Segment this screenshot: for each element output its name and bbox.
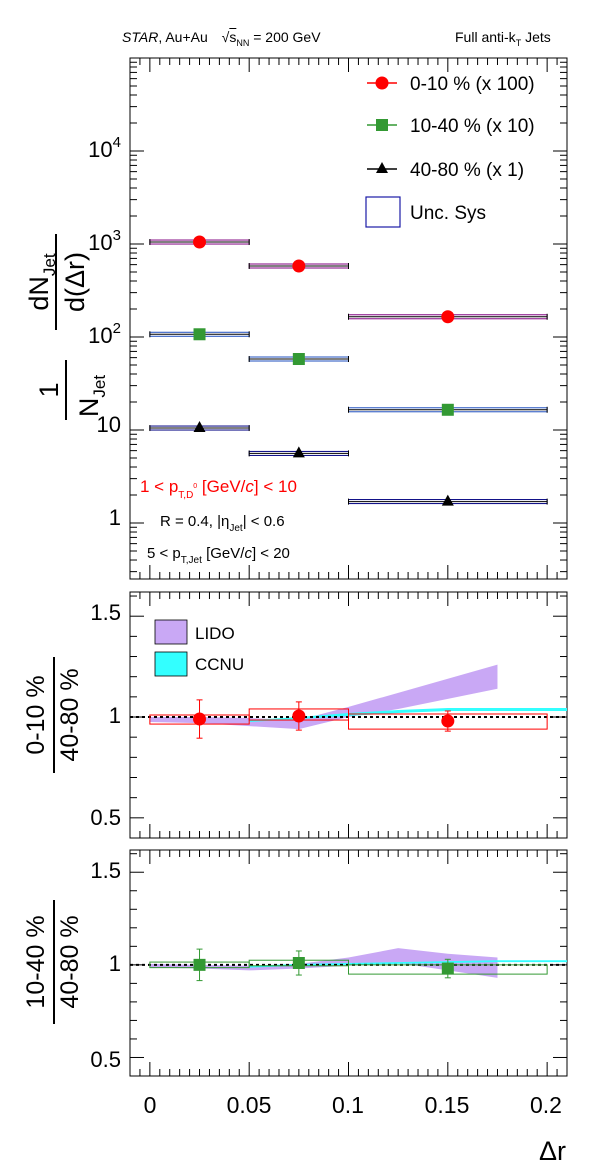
- energy-symbol: s: [229, 29, 237, 45]
- legend-lido-label: LIDO: [195, 624, 235, 643]
- data-point-circle: [193, 712, 207, 726]
- top-axis-ticks: [130, 58, 567, 579]
- energy-subscript: NN: [236, 37, 250, 48]
- legend-entry-0-10: 0-10 % (x 100): [367, 74, 535, 95]
- data-point-circle: [292, 709, 306, 723]
- experiment-name: STAR: [122, 29, 159, 45]
- bottom-axis-ticks: [130, 850, 567, 1077]
- jet-pt-cut: 5 < pT,Jet [GeV/c] < 20: [147, 545, 290, 566]
- jet-algo-sub: T: [515, 37, 522, 48]
- top-y-tick-100: 102: [88, 320, 121, 348]
- legend-entry-40-80: 40-80 % (x 1): [367, 160, 524, 181]
- legend-lido-swatch: [154, 619, 188, 645]
- middle-legend: LIDO CCNU: [154, 619, 244, 677]
- model-band-lido: [149, 948, 498, 978]
- x-tick-0.15: 0.15: [425, 1092, 470, 1118]
- top-y-tick-10: 10: [97, 412, 121, 437]
- top-y-tick-labels: 1 10 102 103 104: [88, 134, 121, 530]
- model-band-ccnu: [249, 707, 567, 723]
- d0-pt-cut: 1 < pT,D0 [GeV/c] < 10: [140, 477, 297, 501]
- mid-y-tick-0.5: 0.5: [90, 805, 121, 830]
- middle-y-axis-title: 0-10 % 40-80 %: [22, 657, 84, 773]
- jet-algo-suffix: Jets: [521, 29, 551, 45]
- data-point-square: [193, 958, 206, 971]
- legend-triangle-marker: [376, 162, 388, 173]
- legend-square-marker: [376, 119, 388, 131]
- x-axis-title: Δr: [539, 1136, 566, 1166]
- legend-ccnu-label: CCNU: [195, 655, 244, 674]
- model-band-ccnu: [249, 960, 567, 968]
- x-tick-0.2: 0.2: [530, 1092, 562, 1118]
- svg-text:dNJet: dNJet: [24, 253, 59, 310]
- svg-text:d(Δr): d(Δr): [60, 252, 90, 312]
- energy-value: = 200 GeV: [249, 29, 321, 45]
- collision-system: , Au+Au: [158, 29, 208, 45]
- middle-axis-ticks: [130, 592, 567, 839]
- middle-model-bands: [149, 664, 567, 730]
- legend-box-marker: [365, 196, 401, 228]
- legend-circle-marker: [375, 76, 389, 90]
- header-jet-label: Full anti-kT Jets: [455, 29, 551, 48]
- legend-label-unc-sys: Unc. Sys: [410, 203, 486, 224]
- top-y-tick-10000: 104: [88, 134, 121, 162]
- middle-data-points: [130, 699, 567, 739]
- svg-text:NJet: NJet: [74, 375, 109, 417]
- jet-r-eta: R = 0.4, |ηJet| < 0.6: [160, 513, 285, 534]
- legend-label-0-10: 0-10 % (x 100): [410, 74, 535, 95]
- svg-text:0-10 %: 0-10 %: [22, 675, 50, 754]
- top-data-points: [149, 235, 548, 506]
- data-point-square: [292, 957, 305, 969]
- legend-entry-unc-sys: Unc. Sys: [365, 196, 486, 228]
- header-system-label: STAR, Au+Au √sNN = 200 GeV: [122, 29, 321, 48]
- top-y-tick-1000: 103: [88, 227, 121, 255]
- data-point-circle: [193, 235, 207, 249]
- svg-text:10-40 %: 10-40 %: [22, 915, 50, 1008]
- bot-y-tick-1.5: 1.5: [90, 858, 121, 883]
- x-tick-0.1: 0.1: [332, 1092, 364, 1118]
- top-annotations: 1 < pT,D0 [GeV/c] < 10 R = 0.4, |ηJet| <…: [140, 477, 297, 566]
- bot-y-tick-1: 1: [109, 951, 121, 976]
- data-point-square: [441, 962, 454, 975]
- bot-y-tick-0.5: 0.5: [90, 1047, 121, 1072]
- svg-text:1: 1: [34, 382, 64, 397]
- data-point-circle: [292, 259, 306, 273]
- svg-text:40-80 %: 40-80 %: [56, 668, 84, 761]
- legend-label-40-80: 40-80 % (x 1): [410, 160, 524, 181]
- top-legend: 0-10 % (x 100) 10-40 % (x 10) 40-80 % (x…: [365, 74, 535, 228]
- mid-y-tick-1: 1: [109, 703, 121, 728]
- bottom-model-bands: [149, 948, 567, 978]
- jet-algo: Full anti-k: [455, 29, 516, 45]
- legend-label-10-40: 10-40 % (x 10): [410, 116, 535, 137]
- data-point-square: [441, 403, 454, 416]
- legend-entry-10-40: 10-40 % (x 10): [367, 116, 535, 137]
- x-tick-labels: 0 0.05 0.1 0.15 0.2: [144, 1092, 562, 1118]
- data-point-triangle: [292, 446, 305, 458]
- data-point-triangle: [441, 494, 454, 506]
- data-point-circle: [441, 714, 455, 728]
- bottom-y-tick-labels: 1.5 1 0.5: [90, 858, 121, 1072]
- data-point-square: [292, 353, 305, 366]
- svg-text:40-80 %: 40-80 %: [56, 915, 84, 1008]
- bottom-y-axis-title: 10-40 % 40-80 %: [22, 900, 84, 1024]
- middle-y-tick-labels: 1.5 1 0.5: [90, 600, 121, 830]
- data-point-circle: [441, 310, 455, 324]
- x-tick-0: 0: [144, 1092, 157, 1118]
- bottom-data-points: [130, 948, 567, 982]
- mid-y-tick-1.5: 1.5: [90, 600, 121, 625]
- legend-ccnu-swatch: [154, 651, 188, 677]
- data-point-square: [193, 328, 206, 341]
- top-y-tick-1: 1: [109, 505, 121, 530]
- data-point-triangle: [193, 421, 206, 433]
- x-tick-0.05: 0.05: [227, 1092, 272, 1118]
